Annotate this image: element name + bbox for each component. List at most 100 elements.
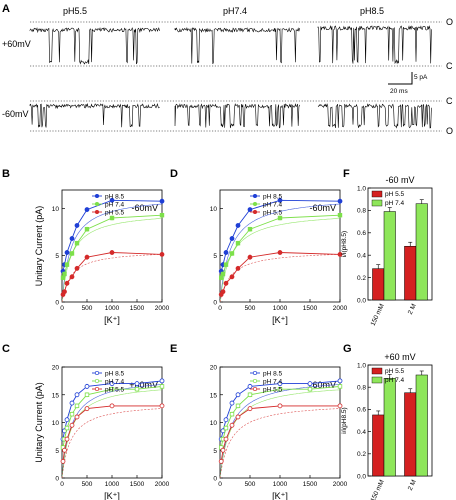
data-point (69, 400, 75, 406)
voltage-label: -60mV (309, 203, 336, 213)
data-point (235, 265, 241, 271)
data-point (84, 207, 90, 213)
data-point (277, 197, 283, 203)
fit-curve-ph7.4 (219, 389, 341, 479)
scale-bar: 5 pA 20 ms (388, 72, 428, 95)
legend-label: pH 7.4 (105, 378, 125, 385)
data-point (74, 414, 80, 420)
x-tick-label: 2000 (333, 305, 348, 312)
series-line-ph5.5 (220, 252, 341, 295)
data-point (64, 262, 70, 267)
category-label: 2 M (407, 479, 418, 492)
data-point (235, 403, 241, 409)
scale-bar-time: 20 ms (390, 88, 408, 95)
data-point (109, 197, 115, 203)
data-point (109, 381, 115, 387)
trace-reference-lines (30, 21, 442, 132)
series-line-ph5.5 (220, 405, 340, 462)
data-point (84, 226, 90, 232)
traces-panel: A pH5.5 pH7.4 pH8.5 +60mV -60mV O C C O … (2, 3, 453, 136)
x-tick-label: 1500 (130, 305, 145, 312)
trace-column-label-ph85: pH8.5 (360, 6, 384, 16)
data-point (229, 274, 235, 280)
data-point (109, 386, 115, 392)
state-label-row1-top: O (446, 17, 453, 27)
y-tick-label: 0.8 (357, 208, 366, 215)
data-point (74, 392, 80, 398)
trace-6 (317, 103, 432, 129)
y-tick-label: 10 (52, 206, 60, 213)
data-point (69, 274, 75, 280)
trace-4 (29, 102, 160, 128)
fit-curve-ph8.5 (219, 384, 341, 479)
x-tick-label: 500 (245, 481, 256, 488)
fit-curve-ph5.5 (61, 408, 163, 479)
chart-f-bar-neg60: 0.0 0.2 0.4 0.6 0.8 1.0 -60 mV i/i(pH8.5) 150 mM… (341, 175, 433, 327)
legend-label: pH 7.4 (263, 378, 283, 385)
data-point (109, 215, 115, 221)
category-label: 150 mM (370, 303, 386, 327)
current-traces (29, 24, 432, 129)
data-point (220, 447, 226, 453)
legend-swatch (371, 199, 383, 207)
y-axis-label: i/i(pH8.5) (341, 231, 348, 257)
panel-letter-a: A (2, 3, 10, 15)
data-point (69, 411, 75, 417)
legend-marker (94, 209, 100, 215)
legend-label: pH 8.5 (105, 370, 125, 377)
y-tick-label: 0.0 (357, 297, 366, 304)
data-point (69, 236, 75, 241)
chart-title: -60 mV (385, 175, 414, 185)
data-point (64, 250, 70, 255)
legend-label: pH 7.4 (385, 377, 405, 384)
bar-ph7.4 (415, 203, 428, 301)
data-point (64, 417, 70, 423)
legend-label: pH 5.5 (385, 368, 405, 375)
data-point (62, 271, 67, 277)
trace-column-label-ph55: pH5.5 (63, 6, 87, 16)
data-point (277, 250, 283, 255)
y-tick-label: 5 (55, 253, 59, 260)
data-point (235, 240, 241, 246)
chart-c-pos60: 0 500 1000 1500 2000 0 5 10 15 20 [K⁺] Unitary Curr… (34, 365, 170, 500)
legend-label: pH 8.5 (263, 370, 283, 377)
legend-marker (252, 370, 258, 376)
y-tick-label: 0.4 (357, 253, 366, 260)
panel-letter-c: C (2, 343, 10, 355)
y-axis-label: Unitary Current (pA) (34, 382, 44, 463)
chart-title: +60 mV (384, 352, 415, 362)
legend-marker (252, 378, 258, 384)
trace-row-label-pos60: +60mV (2, 39, 31, 49)
data-point (223, 250, 229, 255)
legend-label: pH 5.5 (385, 191, 405, 198)
data-point (218, 275, 224, 280)
data-point (277, 215, 283, 221)
data-point (337, 212, 343, 218)
plot-frame (367, 364, 433, 477)
data-point (159, 212, 165, 218)
bar-ph5.5 (404, 245, 417, 301)
x-axis-label: [K⁺] (104, 315, 120, 325)
y-tick-label: 0.4 (357, 429, 366, 436)
x-tick-label: 0 (60, 305, 64, 312)
data-point (247, 384, 253, 389)
data-point (337, 251, 343, 257)
data-point (62, 447, 67, 453)
scale-bar-amplitude: 5 pA (414, 74, 428, 81)
legend-marker (94, 378, 100, 384)
data-point (159, 251, 165, 257)
x-tick-label: 0 (218, 481, 222, 488)
data-point (74, 403, 80, 409)
legend-label: pH 8.5 (105, 193, 125, 200)
legend-label: pH 5.5 (263, 386, 283, 393)
legend-marker (252, 201, 258, 207)
data-point (134, 386, 140, 392)
data-point (74, 240, 80, 246)
y-axis-label: i/i(pH8.5) (341, 407, 348, 433)
panel-letter-g: G (343, 343, 352, 355)
data-point (337, 378, 343, 384)
x-tick-label: 1000 (273, 305, 288, 312)
fit-curve-ph8.5 (61, 384, 163, 479)
state-label-row2-bottom: O (446, 126, 453, 136)
data-point (134, 381, 140, 387)
